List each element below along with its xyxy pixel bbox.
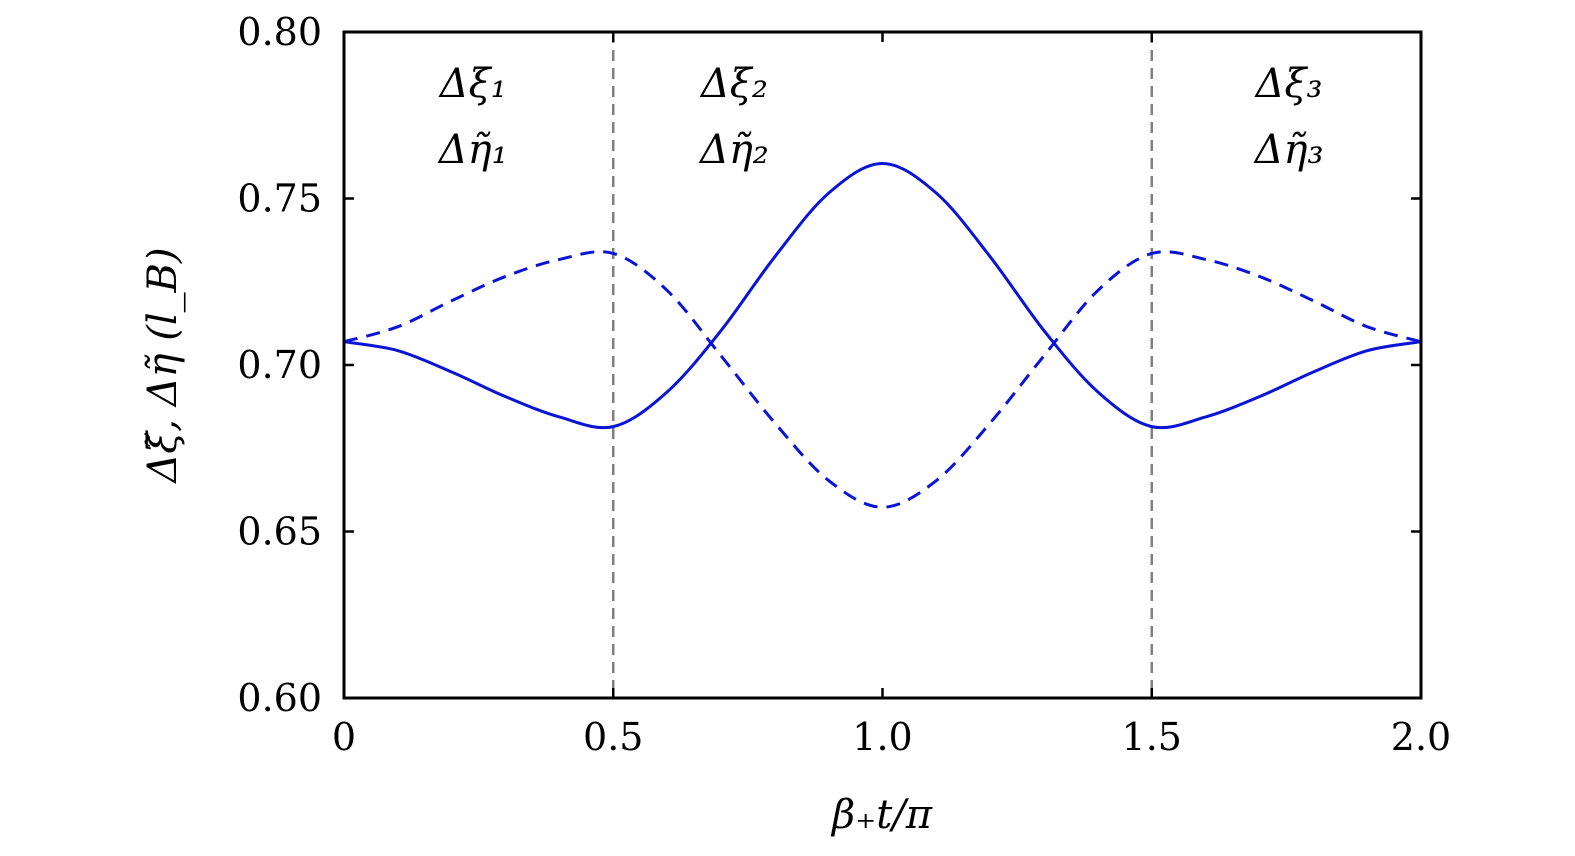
- series-line-dashed: [343, 250, 1422, 509]
- x-tick-label: 2.0: [1391, 715, 1451, 759]
- region-dividers: [612, 32, 1153, 698]
- region-label-xi-2: Δξ₂: [699, 61, 768, 107]
- region-label-eta-3: Δη̃₃: [1253, 127, 1324, 173]
- x-tick-label: 0: [332, 715, 356, 759]
- series-lines: [343, 162, 1422, 509]
- region-labels: Δξ₁ Δη̃₁ Δξ₂ Δη̃₂ Δξ₃ Δη̃₃: [437, 61, 1324, 173]
- region-label-eta-2: Δη̃₂: [698, 127, 769, 173]
- y-tick-label: 0.75: [237, 177, 322, 221]
- x-tick-label: 0.5: [583, 715, 643, 759]
- region-label-eta-1: Δη̃₁: [437, 127, 508, 173]
- x-axis-title: β₊t/π: [830, 792, 933, 838]
- region-label-xi-1: Δξ₁: [438, 61, 507, 107]
- region-label-xi-3: Δξ₃: [1254, 61, 1323, 107]
- tick-labels: 0 0.5 1.0 1.5 2.0 0.60 0.65 0.70 0.75 0.80: [237, 10, 1451, 759]
- x-tick-label: 1.0: [852, 715, 912, 759]
- series-line-solid: [343, 162, 1422, 430]
- y-tick-label: 0.70: [237, 343, 322, 387]
- x-tick-label: 1.5: [1122, 715, 1182, 759]
- y-tick-label: 0.65: [237, 510, 322, 554]
- y-tick-label: 0.80: [237, 10, 322, 54]
- axis-ticks: [342, 30, 1423, 700]
- y-axis-title: Δξ̃, Δη̃ (l_B): [140, 247, 186, 484]
- y-tick-label: 0.60: [237, 676, 322, 720]
